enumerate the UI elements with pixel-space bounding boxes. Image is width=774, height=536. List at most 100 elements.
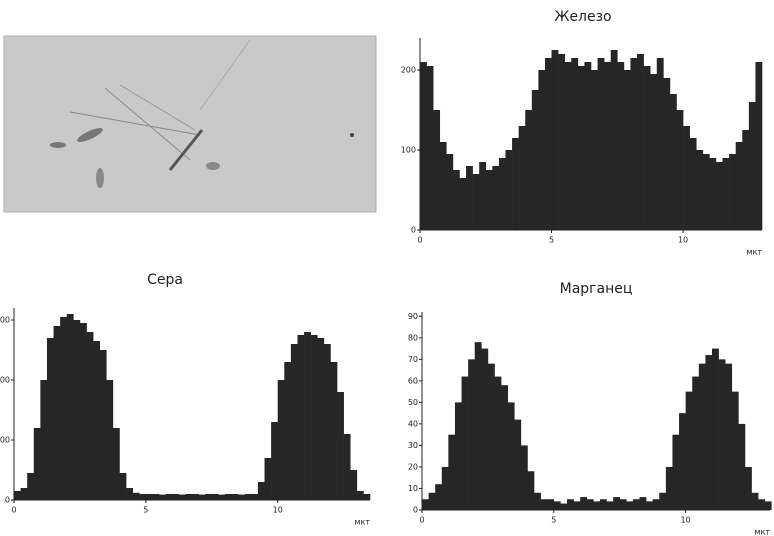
bar — [689, 138, 697, 230]
bar — [238, 494, 246, 500]
bar — [435, 484, 443, 510]
bar — [663, 78, 671, 230]
bar — [623, 70, 631, 230]
x-axis-label: мкт — [354, 518, 370, 527]
bar — [264, 458, 272, 500]
y-tick-label: 1000 — [0, 436, 10, 445]
bar — [669, 94, 677, 230]
y-tick-label: 20 — [408, 462, 418, 471]
bar — [60, 317, 68, 500]
bar — [485, 170, 493, 230]
bar — [676, 110, 684, 230]
bar — [606, 501, 614, 510]
bar — [518, 126, 526, 230]
bar — [356, 491, 364, 500]
bar — [487, 363, 495, 510]
bar — [646, 501, 653, 510]
bar — [428, 492, 436, 510]
bar — [251, 494, 259, 500]
x-tick-label: 0 — [11, 506, 16, 515]
bar — [705, 355, 713, 510]
bar — [231, 494, 239, 500]
bar — [637, 54, 644, 230]
bar — [564, 62, 572, 230]
y-tick-label: 30 — [408, 441, 418, 450]
bar — [454, 402, 462, 510]
bar — [597, 58, 605, 230]
bar — [277, 380, 285, 500]
bar — [617, 62, 625, 230]
bar — [446, 154, 454, 230]
x-tick-label: 10 — [681, 516, 691, 525]
bar — [27, 473, 35, 500]
bar — [492, 166, 500, 230]
bar — [538, 70, 546, 230]
bar — [764, 501, 772, 510]
bar — [474, 342, 482, 510]
bar — [718, 359, 726, 510]
bar — [472, 174, 480, 230]
chart-title: Сера — [147, 272, 183, 288]
bar — [466, 166, 473, 230]
bar — [553, 501, 561, 510]
bar — [33, 428, 41, 500]
bar — [192, 494, 199, 500]
y-tick-label: 90 — [408, 312, 418, 321]
bar — [323, 344, 331, 500]
bar — [350, 470, 358, 500]
bar — [560, 503, 568, 510]
bar — [132, 492, 140, 500]
bar — [501, 385, 508, 510]
bar — [527, 471, 535, 510]
bar — [106, 380, 114, 500]
bar — [459, 178, 467, 230]
bar — [441, 466, 449, 510]
bar — [86, 332, 94, 500]
bar — [712, 348, 719, 510]
bar — [586, 499, 594, 510]
bar — [507, 402, 515, 510]
bar — [439, 142, 447, 230]
bar — [178, 494, 186, 500]
y-tick-label: 200 — [401, 66, 416, 75]
bar — [505, 150, 513, 230]
bar — [271, 422, 279, 500]
bar — [540, 499, 548, 510]
bar — [159, 494, 166, 500]
bar — [643, 66, 651, 230]
y-tick-label: 70 — [408, 355, 418, 364]
bar — [494, 376, 502, 510]
bar — [683, 126, 690, 230]
bar — [498, 158, 506, 230]
x-tick-label: 5 — [143, 506, 148, 515]
bar — [152, 494, 160, 500]
bar — [479, 162, 487, 230]
bar — [426, 66, 434, 230]
bar — [696, 150, 704, 230]
bar — [679, 413, 686, 510]
bar — [639, 497, 647, 510]
bar — [46, 338, 54, 500]
bar — [735, 142, 743, 230]
bar — [512, 138, 519, 230]
bar — [284, 362, 292, 500]
bar — [652, 499, 660, 510]
bar — [185, 494, 193, 500]
bar — [656, 58, 664, 230]
bar — [257, 482, 265, 500]
bar — [626, 501, 634, 510]
bar — [731, 391, 739, 510]
bar — [665, 466, 673, 510]
bar — [145, 494, 153, 500]
bar — [685, 391, 693, 510]
bar — [79, 323, 87, 500]
bar — [363, 494, 371, 500]
bar — [544, 58, 552, 230]
bar — [514, 419, 522, 510]
bar — [567, 499, 574, 510]
bar — [722, 158, 730, 230]
bar — [224, 494, 232, 500]
bar — [738, 423, 746, 510]
y-tick-label: 10 — [408, 484, 418, 493]
bar — [112, 428, 120, 500]
